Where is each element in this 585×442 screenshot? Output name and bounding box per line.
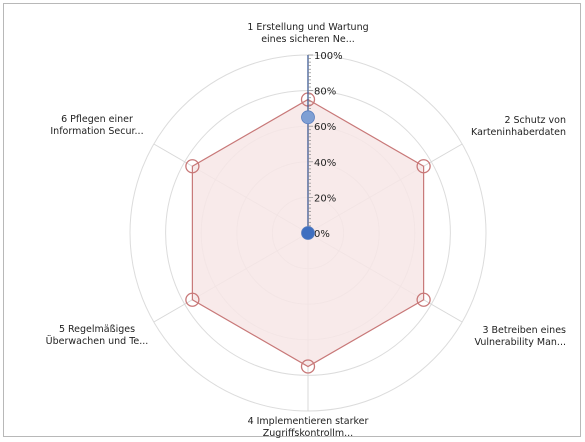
series-point-3[interactable] [416,292,431,307]
axis-6-label-line1: 6 Pflegen einer [61,114,133,125]
tick-label-60pct: 60% [314,122,336,133]
axis-5-label-line2: Überwachen und Te... [46,336,149,347]
series-point-2[interactable] [416,159,431,174]
series-point-6[interactable] [185,159,200,174]
axis-1-label-line1: 1 Erstellung und Wartung [247,22,368,33]
axis-1-label-line2: eines sicheren Ne... [261,34,355,45]
series-point-5[interactable] [185,292,200,307]
tick-label-40pct: 40% [314,158,336,169]
axis-3-label-line2: Vulnerability Man... [474,337,566,348]
axis-4-label-line1: 4 Implementieren starker [248,416,369,427]
data-marker-2[interactable] [301,226,315,240]
tick-label-80pct: 80% [314,87,336,98]
tick-label-100pct: 100% [314,51,343,62]
data-markers [301,110,315,240]
axis-2-label-line2: Karteninhaberdaten [471,127,566,138]
axis-3-label-line1: 3 Betreiben eines [482,325,566,336]
axis-2-label-line1: 2 Schutz von [504,115,566,126]
axis-5-label-line1: 5 Regelmäßiges [59,324,135,335]
radar-chart: 0% 20% 40% 60% 80% 100% 1 Erstellung und Wart… [46,22,566,438]
series-point-4[interactable] [300,359,316,374]
tick-label-0pct: 0% [314,229,330,240]
chart-panel: 0% 20% 40% 60% 80% 100% 1 Erstellung und Wart… [3,3,581,438]
axis-4-label-line2: Zugriffskontrollm... [263,428,353,438]
axis-6-label-line2: Information Secur... [50,126,143,137]
data-marker-1[interactable] [301,110,315,125]
value-axis: 0% 20% 40% 60% 80% 100% [307,51,343,240]
tick-label-20pct: 20% [314,193,336,204]
